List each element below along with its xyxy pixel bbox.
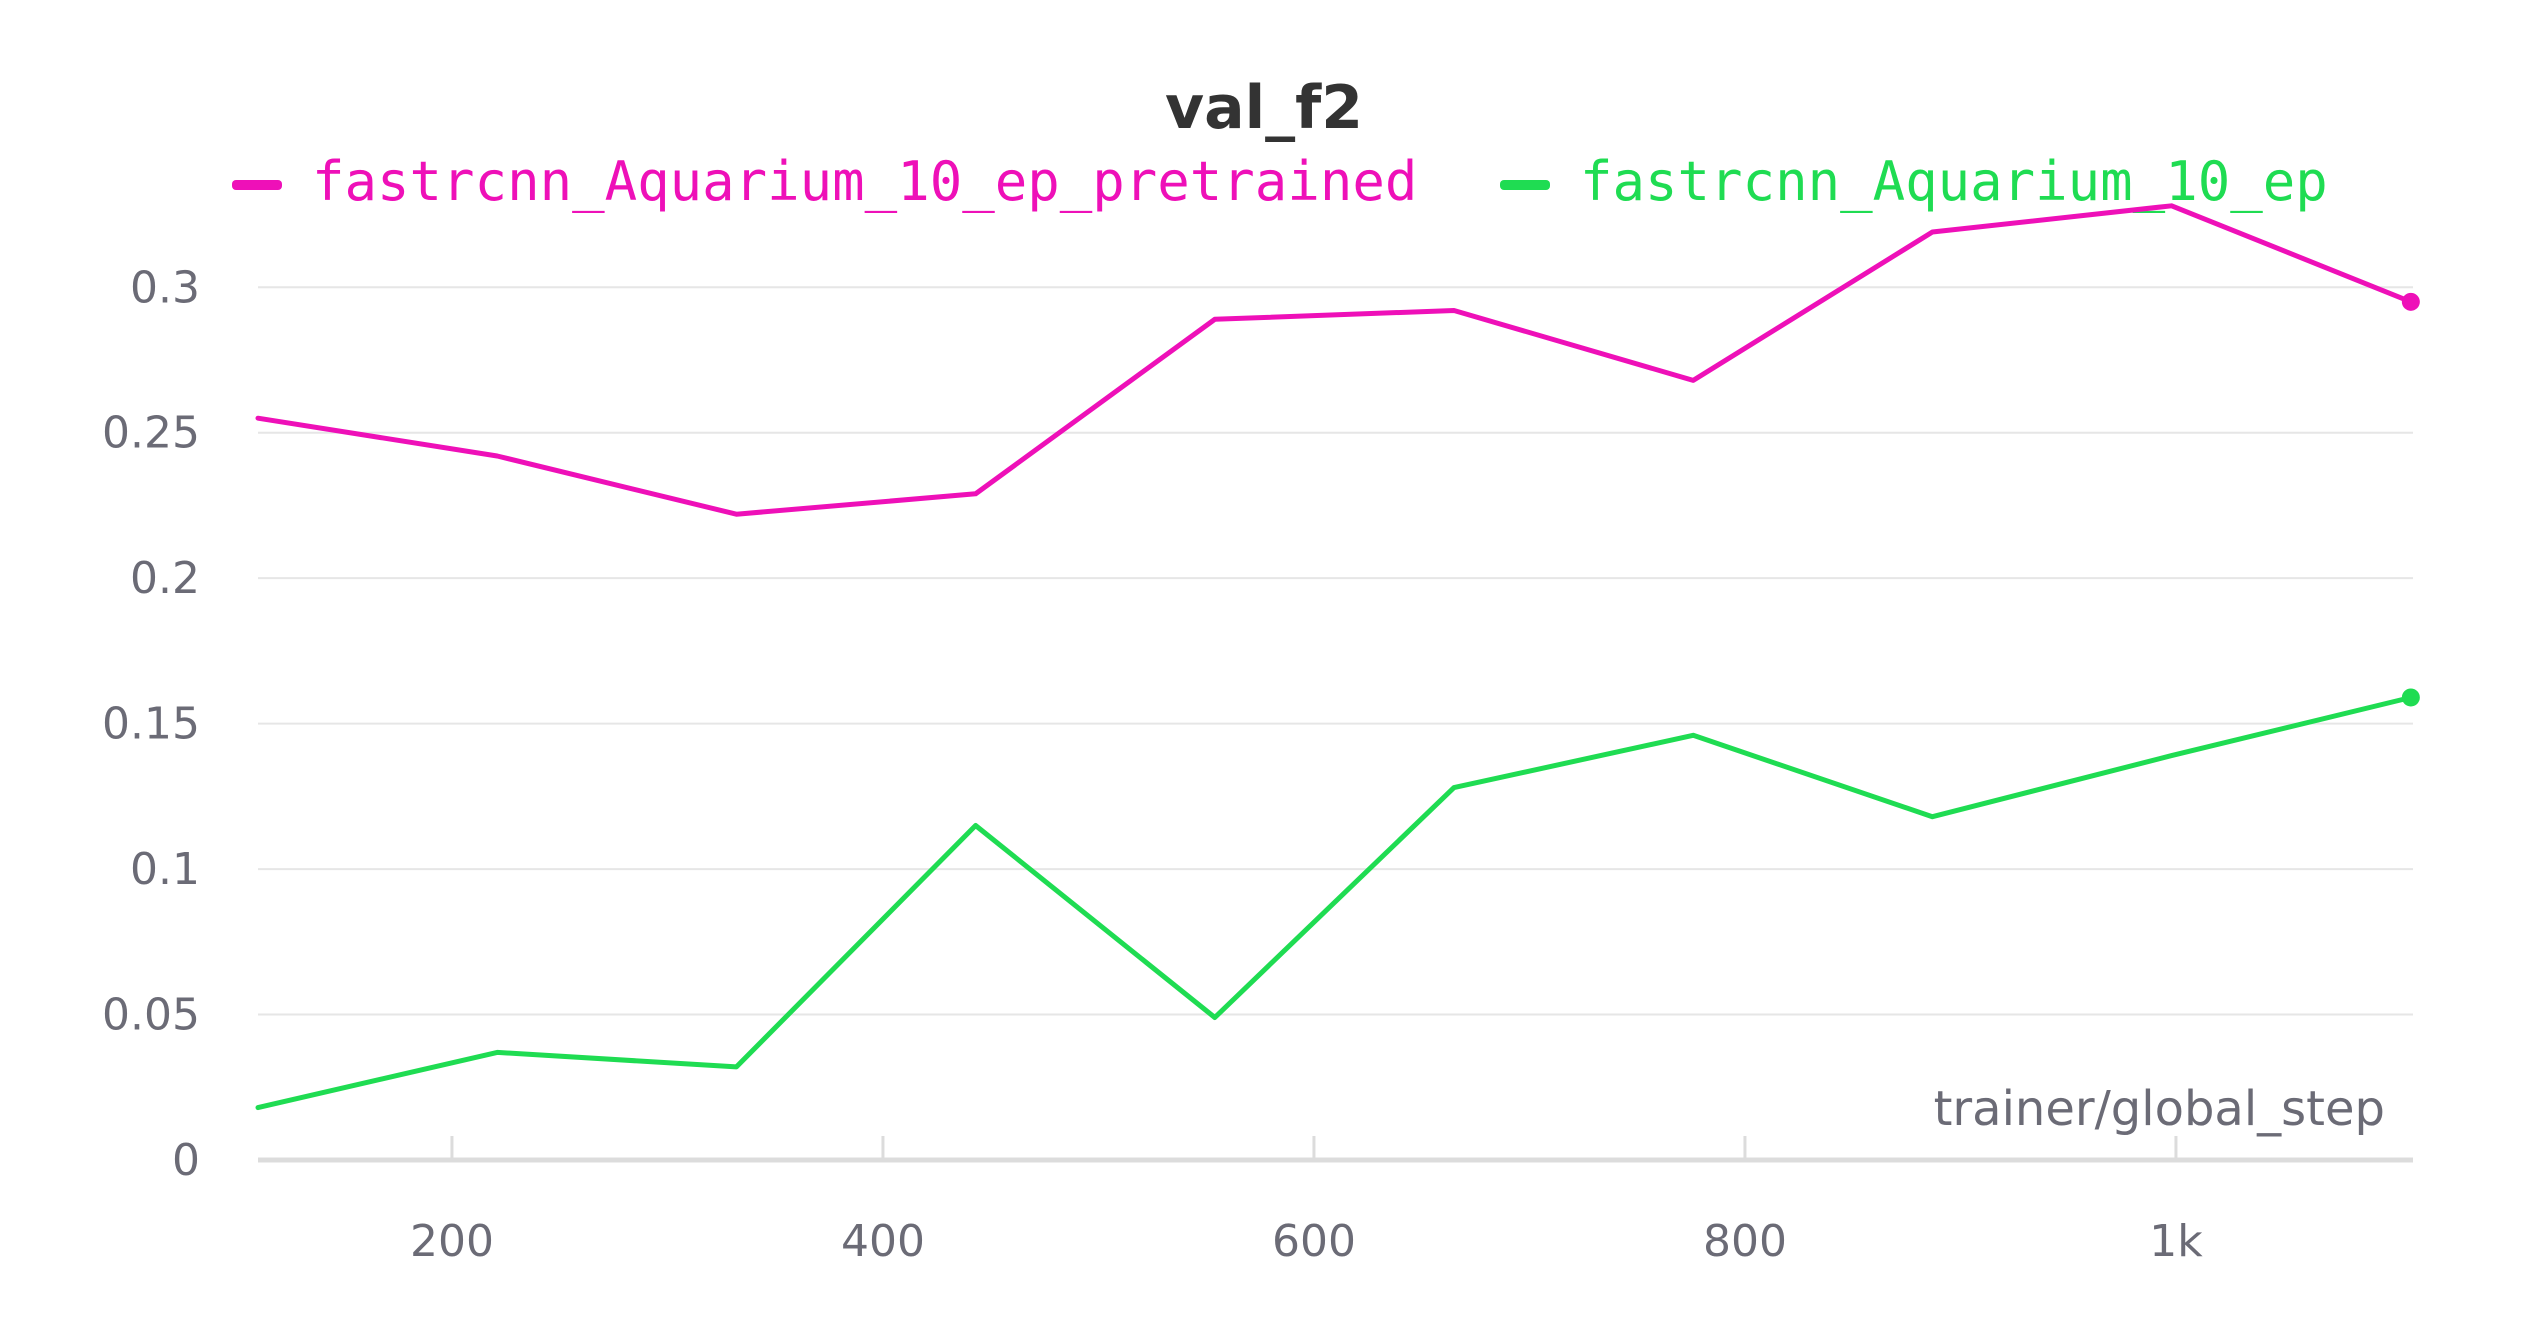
legend-swatch <box>232 180 282 190</box>
chart-title: val_f2 <box>1165 73 1363 143</box>
y-tick-label: 0.2 <box>130 553 200 604</box>
y-axis: 0 0.05 0.1 0.15 0.2 0.25 0.3 <box>102 262 200 1186</box>
legend-item-2: fastrcnn_Aquarium_10_ep <box>1500 150 2328 213</box>
x-axis-label: trainer/global_step <box>1934 1081 2385 1137</box>
x-tick-label: 200 <box>410 1216 494 1267</box>
legend: fastrcnn_Aquarium_10_ep_pretrained fastrc… <box>232 150 2328 213</box>
y-tick-label: 0.15 <box>102 699 200 750</box>
y-tick-label: 0.1 <box>130 844 200 895</box>
series-end-point-2 <box>2401 688 2420 707</box>
series-end-point-1 <box>2401 292 2420 311</box>
legend-label: fastrcnn_Aquarium_10_ep_pretrained <box>312 150 1417 213</box>
series-line-1 <box>255 203 2414 517</box>
y-tick-label: 0.05 <box>102 990 200 1041</box>
x-tick-label: 800 <box>1703 1216 1787 1267</box>
series-layer <box>255 203 2420 1111</box>
y-tick-label: 0.25 <box>102 408 200 459</box>
x-axis: 200 400 600 800 1k <box>258 1136 2413 1267</box>
legend-label: fastrcnn_Aquarium_10_ep <box>1580 150 2328 213</box>
legend-item-1: fastrcnn_Aquarium_10_ep_pretrained <box>232 150 1417 213</box>
x-tick-label: 1k <box>2149 1216 2203 1267</box>
x-tick-label: 600 <box>1272 1216 1356 1267</box>
legend-swatch <box>1500 180 1550 190</box>
series-line-2 <box>255 695 2414 1111</box>
grid-lines <box>258 286 2413 1016</box>
y-tick-label: 0 <box>172 1135 200 1186</box>
x-tick-label: 400 <box>841 1216 925 1267</box>
y-tick-label: 0.3 <box>130 262 200 313</box>
